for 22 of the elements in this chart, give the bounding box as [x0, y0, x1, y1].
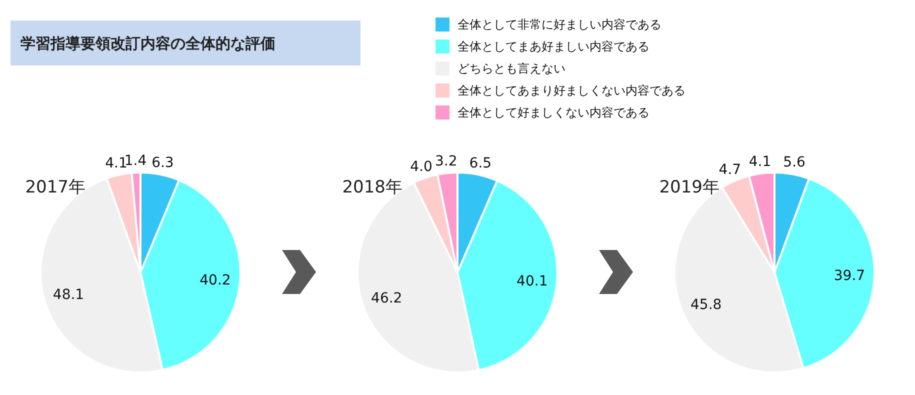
data-label: 40.2 [200, 272, 231, 288]
data-label: 6.3 [152, 155, 174, 172]
text: 2018年 [342, 178, 402, 198]
legend-label: どちらとも言えない [458, 62, 566, 76]
data-label: 6.5 [469, 155, 492, 172]
data-label: 48.1 [52, 287, 84, 304]
legend-label: 全体として好ましくない内容である [458, 106, 650, 120]
legend-label: 全体としてあまり好ましくない内容である [458, 84, 686, 98]
data-label: 46.2 [371, 290, 402, 307]
data-label: 3.2 [435, 154, 458, 170]
data-label: 4.1 [748, 154, 772, 170]
text: 2017年 [25, 178, 86, 198]
data-label: 40.1 [516, 273, 548, 290]
legend-label: 全体としてまあ好ましい内容である [458, 40, 650, 54]
data-label: 5.6 [783, 154, 806, 171]
legend-label: 全体として非常に好ましい内容である [458, 18, 662, 32]
text: 2019年 [659, 178, 720, 198]
data-label: 39.7 [834, 268, 866, 284]
text: 学習指導要領改訂内容の全体的な評価 [20, 34, 276, 52]
data-label: 4.7 [718, 162, 742, 178]
data-label: 45.8 [690, 296, 722, 313]
data-label: 4.0 [410, 158, 432, 175]
